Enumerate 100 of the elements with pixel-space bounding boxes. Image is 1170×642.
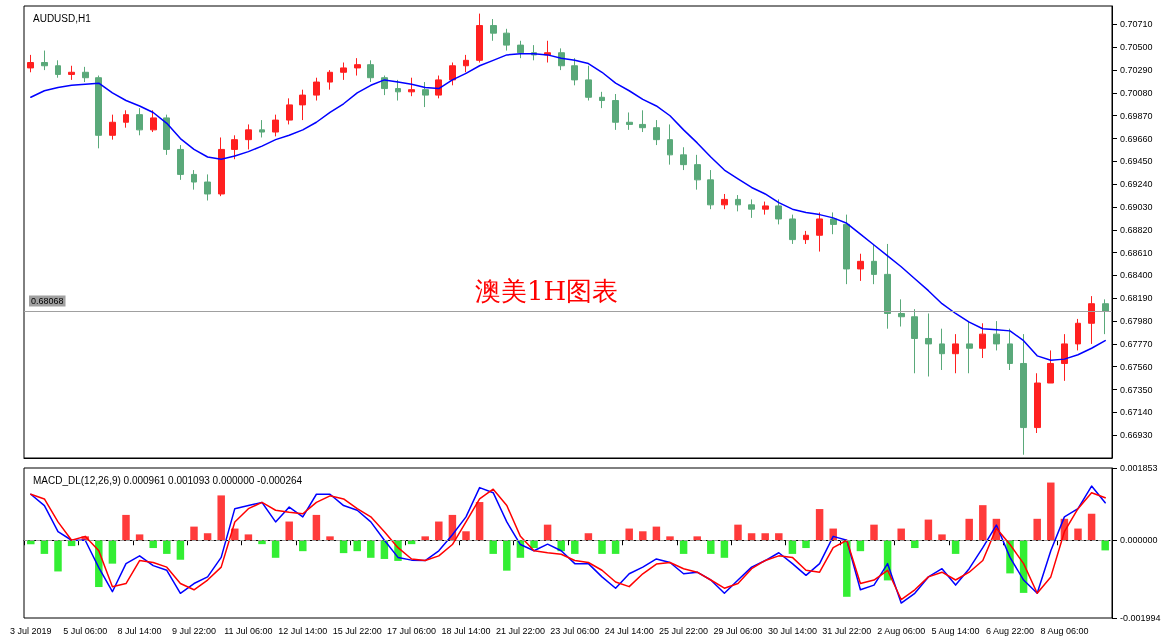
candlestick: [449, 62, 456, 86]
bar: [543, 524, 552, 541]
y-tick-label: 0.70290: [1120, 65, 1153, 76]
candlestick: [558, 47, 565, 71]
bar: [938, 534, 946, 541]
bar: [693, 536, 701, 541]
x-tick-label: 25 Jul 22:00: [659, 625, 709, 636]
bar: [571, 540, 579, 554]
candlestick: [884, 243, 891, 330]
candlestick: [163, 114, 170, 156]
bar: [965, 518, 973, 541]
candlestick: [340, 62, 347, 81]
candlestick: [762, 201, 769, 216]
bar: [503, 540, 511, 571]
x-tick-label: 3 Jul 2019: [10, 625, 52, 636]
bar: [244, 534, 253, 541]
candlestick: [177, 144, 184, 181]
bar: [271, 540, 280, 558]
candlestick: [653, 119, 660, 146]
y-tick-label: 0.68820: [1120, 224, 1153, 235]
bar: [720, 540, 729, 558]
x-tick-label: 6 Aug 22:00: [985, 625, 1035, 636]
bar: [979, 505, 987, 541]
candlestick: [517, 40, 524, 59]
candlestick: [408, 77, 415, 97]
bar: [707, 540, 715, 554]
bar: [1101, 540, 1109, 551]
bar: [435, 521, 443, 541]
candlestick: [109, 114, 116, 141]
bar: [163, 540, 171, 554]
y-tick-label: 0.70710: [1120, 19, 1153, 30]
candlestick: [95, 75, 102, 149]
y-tick-label: -0.001994: [1120, 613, 1161, 623]
y-tick-label: 0.69660: [1120, 133, 1153, 144]
candlestick: [476, 13, 483, 63]
y-tick-label: 0.69450: [1120, 156, 1153, 167]
candlestick: [803, 230, 809, 245]
candlestick: [245, 123, 252, 150]
x-tick-label: 24 Jul 14:00: [604, 625, 654, 636]
bar: [815, 509, 824, 541]
candlestick: [1075, 318, 1081, 351]
bar: [598, 540, 606, 554]
bar: [639, 531, 647, 541]
x-tick-label: 5 Jul 06:00: [63, 625, 108, 636]
candlestick: [993, 320, 1000, 351]
candlestick: [979, 322, 986, 359]
candlestick: [775, 198, 782, 225]
y-tick-label: 0.000000: [1120, 535, 1158, 546]
bar: [176, 540, 185, 560]
candlestick: [299, 89, 306, 121]
y-tick-label: 0.67140: [1120, 407, 1153, 418]
y-tick-label: 0.69240: [1120, 179, 1153, 190]
candlestick: [694, 154, 701, 191]
x-tick-label: 11 Jul 06:00: [224, 625, 273, 636]
x-tick-label: 17 Jul 06:00: [387, 625, 437, 636]
bar: [475, 502, 484, 541]
x-tick-label: 29 Jul 06:00: [713, 625, 763, 636]
candlestick: [1007, 328, 1013, 371]
candlestick: [41, 50, 48, 71]
bar: [339, 540, 348, 554]
text: AUDUSD,H1: [33, 12, 92, 24]
x-tick-label: 18 Jul 14:00: [441, 625, 491, 636]
bar: [54, 540, 62, 572]
bar: [149, 540, 157, 549]
bar: [40, 540, 49, 554]
x-tick-label: 9 Jul 22:00: [171, 625, 217, 636]
x-tick-label: 21 Jul 22:00: [495, 625, 545, 636]
candlestick: [707, 169, 714, 210]
bar: [679, 540, 688, 554]
bar: [870, 524, 878, 541]
bar: [924, 519, 933, 541]
candlestick: [422, 81, 429, 108]
candlestick: [830, 211, 837, 235]
bar: [788, 540, 797, 554]
candlestick: [612, 93, 619, 131]
candlestick: [191, 169, 197, 191]
candlestick: [27, 54, 34, 73]
candlestick: [272, 114, 279, 137]
candlestick: [585, 65, 592, 102]
candlestick: [571, 57, 578, 86]
candlestick: [1034, 372, 1041, 434]
bar: [951, 540, 960, 554]
candlestick: [354, 57, 361, 77]
bar: [666, 536, 674, 541]
bar: [353, 540, 361, 552]
x-tick-label: 2 Aug 06:00: [877, 625, 926, 636]
bar: [326, 536, 334, 541]
candlestick: [55, 59, 61, 79]
y-tick-label: 0.66930: [1120, 430, 1153, 441]
x-tick-label: 12 Jul 14:00: [278, 625, 328, 636]
candlestick: [735, 194, 741, 212]
line-series: [30, 53, 1106, 361]
candlestick: [231, 134, 238, 160]
annotation: 澳美1H图表: [475, 276, 619, 306]
candlestick: [1020, 333, 1027, 456]
candlestick: [789, 214, 796, 245]
bar: [584, 533, 593, 541]
candlestick: [150, 109, 157, 133]
candlestick: [313, 77, 320, 102]
bar: [135, 534, 144, 541]
